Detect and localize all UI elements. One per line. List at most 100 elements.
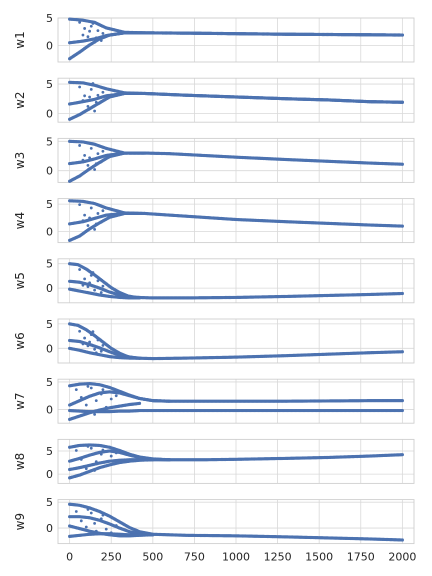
data-point [99,392,103,396]
data-point [86,35,90,39]
data-point [86,344,90,348]
data-point [89,511,93,515]
data-point [101,513,105,517]
axes-frame-w9 [57,499,415,545]
data-point [89,146,93,150]
data-point [167,458,172,462]
data-point [91,201,95,205]
data-point [81,158,85,162]
data-point [88,340,92,344]
data-point [142,211,147,216]
data-point [91,82,95,85]
data-point [93,288,96,292]
axes-frame-w3 [57,137,415,183]
x-tick-label: 500 [142,551,163,564]
data-point [99,39,103,42]
data-point [74,449,78,452]
data-point [109,397,113,401]
data-point [101,149,105,153]
data-point [94,529,98,533]
data-point [104,527,108,531]
y-tick-label: 0 [46,226,53,239]
data-point [101,90,105,94]
data-point [142,151,147,155]
y-axis-label: w4 [13,212,27,229]
data-point [93,522,96,525]
data-point [142,91,147,96]
data-point [400,291,404,296]
data-point [400,100,404,104]
y-tick-label: 5 [46,258,53,271]
data-point [83,336,87,340]
x-tick-label: 1000 [222,551,250,564]
data-point [400,350,404,354]
data-point [109,531,113,535]
data-point [93,413,96,416]
data-point [88,216,92,220]
y-tick-label: 0 [46,342,53,355]
data-point [137,533,142,537]
data-point [94,460,98,464]
x-tick-label: 2000 [388,551,416,564]
data-point [78,85,82,89]
data-point [400,453,404,457]
y-tick-label: 0 [46,522,53,535]
data-point [151,533,155,537]
data-point [89,24,93,28]
data-point [400,224,404,228]
y-axis-label: w9 [13,513,27,530]
data-point [114,394,118,398]
data-point [99,160,103,164]
y-tick-label: 5 [46,445,53,458]
data-point [86,444,90,448]
data-point [88,281,92,285]
data-point [89,206,93,210]
data-point [101,448,105,452]
y-tick-label: 0 [46,165,53,178]
y-axis-label: w7 [13,392,27,409]
data-point [167,399,172,403]
axes-frame-w5 [57,258,415,304]
y-axis-label: w2 [13,91,27,108]
data-point [81,33,85,37]
y-tick-label: 5 [46,198,53,211]
data-point [81,99,85,102]
data-point [94,399,98,403]
data-point [83,154,87,157]
data-point [96,93,100,97]
data-point [101,32,105,35]
data-point [137,296,142,300]
data-point [99,291,103,294]
data-point [91,142,95,146]
data-point [93,168,96,171]
axes-frame-w4 [57,198,415,244]
y-tick-label: 0 [46,40,53,53]
data-point [93,347,96,351]
y-tick-label: 5 [46,318,53,331]
data-point [81,283,85,287]
x-tick-label: 1500 [305,551,333,564]
data-point [84,525,88,529]
y-tick-label: 0 [46,107,53,120]
data-point [99,100,103,104]
y-axis-label: w6 [13,332,27,349]
data-point [84,403,88,407]
data-point [114,451,118,455]
y-tick-label: 0 [46,403,53,416]
data-point [94,222,98,226]
axes-frame-w8 [57,438,415,484]
y-axis-label: w5 [13,272,27,289]
data-point [78,329,82,333]
data-point [78,203,82,207]
data-point [74,388,78,392]
data-point [91,330,95,334]
data-point [142,31,147,35]
x-tick-label: 1250 [264,551,292,564]
data-point [88,156,92,160]
data-point [400,538,404,542]
data-point [89,446,93,450]
data-point [86,285,90,289]
data-point [84,467,88,470]
data-point [83,27,87,30]
data-point [99,517,103,521]
